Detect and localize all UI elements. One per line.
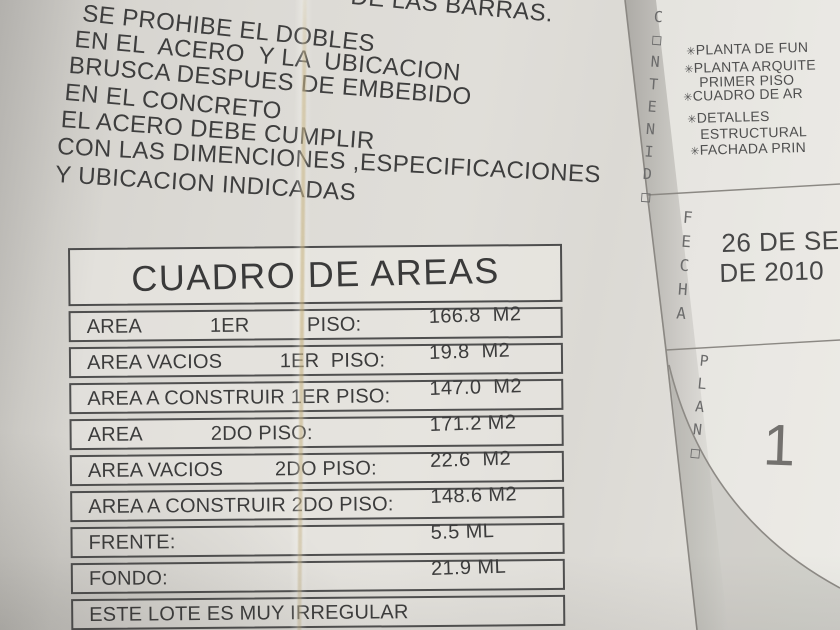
row-label: AREA A CONSTRUIR 1ER PISO: <box>87 385 391 410</box>
row-value: 5.5 ML <box>430 520 495 544</box>
date-text: 26 DE SEP <box>721 224 840 258</box>
asterisk-icon: ✳ <box>684 63 694 76</box>
row-value: 21.9 ML <box>430 555 507 580</box>
page-border-line <box>624 0 698 630</box>
row-label: AREA VACIOS 2DO PISO: <box>87 457 377 482</box>
contenido-item-text: PLANTA DE FUN <box>695 38 809 58</box>
plano-number: 1 <box>761 412 797 479</box>
table-row: AREA VACIOS 1ER PISO: 19.8 M2 <box>68 339 564 379</box>
contenido-item-text: DETALLES <box>696 107 770 126</box>
row-value: 147.0 M2 <box>429 375 523 400</box>
row-value: 166.8 M2 <box>428 303 522 329</box>
date-text: DE 2010 <box>719 255 825 288</box>
row-value: 171.2 M2 <box>429 411 517 436</box>
contenido-item: ✳DETALLES <box>687 108 770 126</box>
row-value: 148.6 M2 <box>430 483 518 508</box>
contenido-item: ✳FACHADA PRIN <box>690 139 806 158</box>
asterisk-icon: ✳ <box>687 113 697 126</box>
divider-contenido-fecha <box>646 183 840 196</box>
asterisk-icon: ✳ <box>690 145 700 158</box>
arc-shadow-wedge <box>669 365 840 630</box>
table-row: AREA VACIOS 2DO PISO: 22.6 M2 <box>69 447 565 487</box>
asterisk-icon: ✳ <box>683 91 693 104</box>
areas-table-title: CUADRO DE AREAS <box>130 249 500 300</box>
row-label: AREA 1ER PISO: <box>86 313 362 338</box>
table-row: AREA 2DO PISO: 171.2 M2 <box>69 411 564 451</box>
contenido-item: ✳CUADRO DE AR <box>683 85 803 104</box>
contenido-item-text: FACHADA PRIN <box>699 138 807 158</box>
table-row: ESTE LOTE ES MUY IRREGULAR <box>71 594 566 630</box>
row-label: AREA A CONSTRUIR 2DO PISO: <box>88 493 394 518</box>
contenido-item-text: CUADRO DE AR <box>692 84 804 104</box>
areas-table: CUADRO DE AREAS AREA 1ER PISO: 166.8 M2 … <box>68 243 566 630</box>
row-value: 19.8 M2 <box>428 339 511 365</box>
row-label: AREA VACIOS 1ER PISO: <box>86 349 386 374</box>
row-label: AREA 2DO PISO: <box>87 422 313 446</box>
row-label: FRENTE: <box>88 531 176 554</box>
table-row: AREA 1ER PISO: 166.8 M2 <box>68 303 563 343</box>
row-label: FONDO: <box>88 567 168 590</box>
contenido-item: ✳PLANTA DE FUN <box>686 39 808 58</box>
drawing-arc <box>668 364 840 589</box>
table-row: FRENTE: 5.5 ML <box>70 520 565 559</box>
table-row: AREA A CONSTRUIR 2DO PISO: 148.6 M2 <box>70 483 565 523</box>
table-row: AREA A CONSTRUIR 1ER PISO: 147.0 M2 <box>69 375 564 415</box>
asterisk-icon: ✳ <box>686 45 696 58</box>
table-row: FONDO: 21.9 ML <box>70 555 566 595</box>
right-page-surface <box>625 0 840 630</box>
row-value: 22.6 M2 <box>429 447 512 472</box>
divider-fecha-plano <box>665 339 840 351</box>
areas-table-title-cell: CUADRO DE AREAS <box>68 243 563 307</box>
row-label: ESTE LOTE ES MUY IRREGULAR <box>89 601 409 626</box>
fold-shadow-band <box>625 0 728 630</box>
